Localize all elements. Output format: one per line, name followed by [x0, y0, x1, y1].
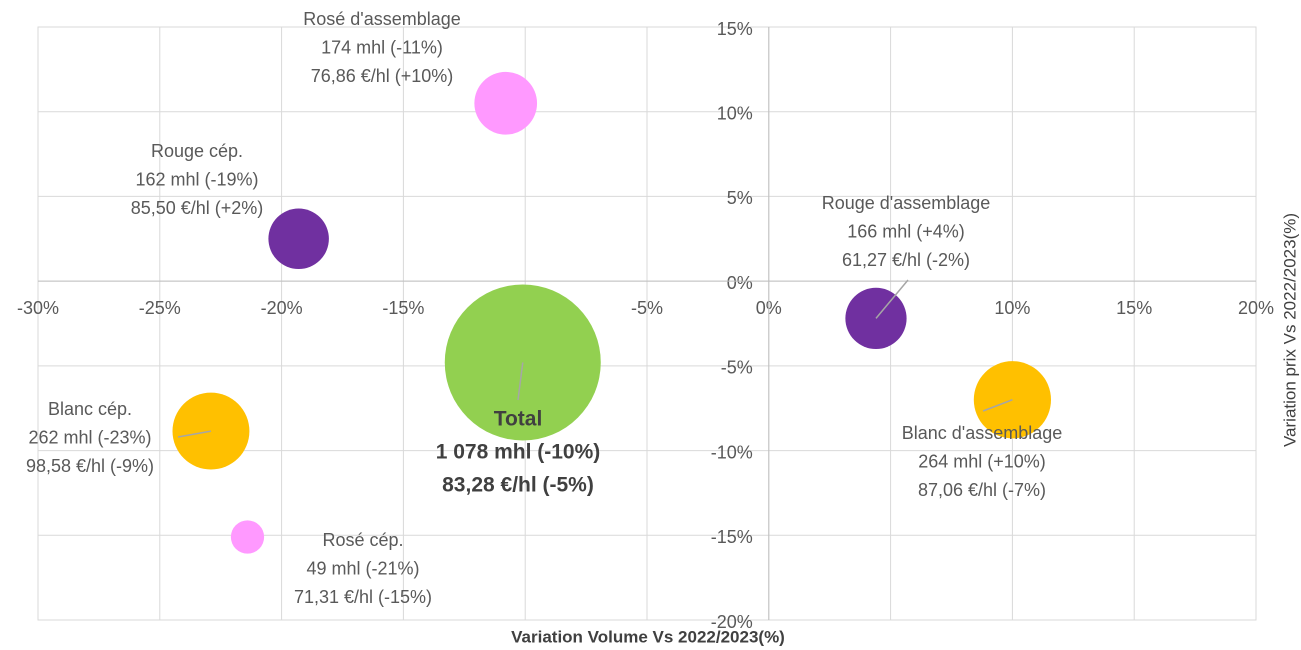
y-axis-title: Variation prix Vs 2022/2023(%): [1280, 213, 1299, 447]
data-label: 83,28 €/hl (-5%): [442, 474, 594, 497]
data-label: Blanc d'assemblage: [902, 423, 1063, 443]
bubble: [268, 208, 329, 270]
data-label: Rosé cép.: [322, 530, 403, 550]
data-label: 61,27 €/hl (-2%): [842, 250, 970, 270]
data-label: 87,06 €/hl (-7%): [918, 480, 1046, 500]
x-tick-label: -25%: [139, 298, 181, 318]
x-tick-label: -15%: [382, 298, 424, 318]
x-tick-label: 15%: [1116, 298, 1152, 318]
leader-line: [982, 399, 1013, 412]
data-label: 85,50 €/hl (+2%): [131, 198, 264, 218]
leader-line: [875, 279, 909, 319]
y-tick-label: 10%: [717, 103, 753, 123]
bubble: [230, 520, 265, 554]
data-label: 71,31 €/hl (-15%): [294, 587, 432, 607]
data-label: Total: [494, 408, 543, 431]
data-label: 174 mhl (-11%): [321, 37, 443, 57]
y-tick-label: -10%: [711, 442, 753, 462]
data-label: Rosé d'assemblage: [303, 9, 461, 29]
x-tick-label: -20%: [261, 298, 303, 318]
data-label: Rouge d'assemblage: [822, 193, 991, 213]
y-tick-label: -15%: [711, 527, 753, 547]
x-tick-label: 20%: [1238, 298, 1274, 318]
data-label: 1 078 mhl (-10%): [436, 441, 601, 464]
y-tick-label: 5%: [727, 188, 753, 208]
leader-line: [177, 430, 212, 438]
x-tick-label: -30%: [17, 298, 59, 318]
y-tick-label: 15%: [717, 19, 753, 39]
x-tick-label: -5%: [631, 298, 663, 318]
data-label: Rouge cép.: [151, 141, 243, 161]
data-label: 98,58 €/hl (-9%): [26, 456, 154, 476]
data-label: 166 mhl (+4%): [847, 221, 965, 241]
data-label: Blanc cép.: [48, 399, 132, 419]
leader-line: [517, 362, 524, 401]
data-label: 49 mhl (-21%): [306, 558, 419, 578]
data-label: 162 mhl (-19%): [135, 169, 258, 189]
x-tick-label: 10%: [994, 298, 1030, 318]
data-label: 262 mhl (-23%): [28, 427, 151, 447]
y-tick-label: -20%: [711, 612, 753, 632]
y-tick-label: -5%: [721, 358, 753, 378]
bubble: [474, 71, 538, 135]
data-label: 264 mhl (+10%): [918, 451, 1046, 471]
y-tick-label: 0%: [727, 273, 753, 293]
x-axis-title: Variation Volume Vs 2022/2023(%): [511, 627, 785, 646]
data-label: 76,86 €/hl (+10%): [311, 66, 454, 86]
